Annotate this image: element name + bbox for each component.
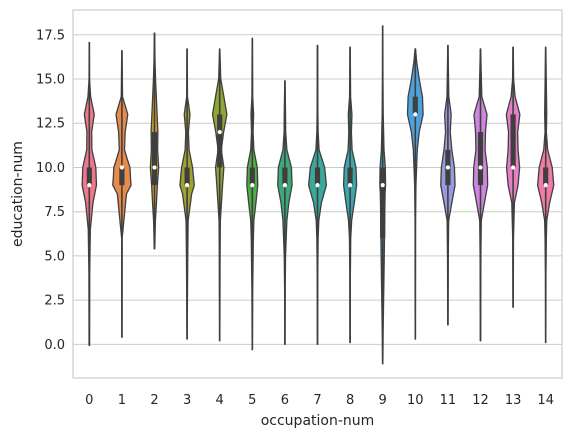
x-tick-label: 6 bbox=[281, 393, 289, 408]
violin-median-point-6 bbox=[282, 183, 287, 188]
x-tick-label: 10 bbox=[407, 393, 424, 408]
violin-iqr-box-5 bbox=[249, 167, 255, 186]
x-tick-label: 0 bbox=[85, 393, 93, 408]
violin-iqr-box-9 bbox=[380, 167, 386, 239]
violin-median-point-7 bbox=[315, 183, 320, 188]
x-tick-label: 4 bbox=[216, 393, 224, 408]
violin-median-point-1 bbox=[119, 165, 124, 170]
y-tick-labels: 0.0 2.5 5.0 7.5 10.0 12.5 15.0 17.5 bbox=[36, 28, 65, 353]
violin-iqr-box-0 bbox=[86, 167, 92, 186]
violin-median-point-10 bbox=[413, 112, 418, 117]
violins-group bbox=[81, 25, 555, 365]
x-tick-label: 5 bbox=[248, 393, 256, 408]
x-tick-label: 11 bbox=[440, 393, 457, 408]
violin-median-point-4 bbox=[217, 129, 222, 135]
y-axis-label: education-num bbox=[10, 141, 26, 247]
violin-median-point-9 bbox=[380, 183, 385, 188]
y-tick-label: 17.5 bbox=[36, 28, 65, 43]
violin-median-point-5 bbox=[250, 183, 255, 188]
violin-iqr-box-6 bbox=[282, 167, 288, 186]
violin-iqr-box-13 bbox=[510, 114, 516, 168]
x-tick-label: 8 bbox=[346, 393, 354, 408]
violin-median-point-0 bbox=[87, 183, 92, 188]
violin-iqr-box-2 bbox=[151, 132, 158, 186]
violin-iqr-box-10 bbox=[412, 96, 418, 115]
violin-iqr-box-14 bbox=[543, 167, 549, 186]
x-tick-label: 9 bbox=[379, 393, 387, 408]
plot-frame bbox=[72, 9, 563, 379]
violin-iqr-box-8 bbox=[347, 167, 353, 186]
x-tick-label: 1 bbox=[118, 393, 126, 408]
violin-median-point-12 bbox=[478, 165, 483, 170]
y-tick-label: 0.0 bbox=[44, 338, 65, 353]
x-tick-label: 13 bbox=[505, 393, 522, 408]
violin-median-point-8 bbox=[348, 183, 353, 188]
y-tick-label: 5.0 bbox=[44, 249, 65, 264]
violin-iqr-box-1 bbox=[119, 167, 125, 186]
x-tick-label: 12 bbox=[472, 393, 489, 408]
violin-iqr-box-3 bbox=[184, 167, 190, 186]
violin-median-point-3 bbox=[185, 183, 190, 188]
y-tick-label: 7.5 bbox=[44, 205, 65, 220]
violin-median-point-2 bbox=[152, 165, 157, 170]
x-tick-label: 3 bbox=[183, 393, 191, 408]
violin-median-point-13 bbox=[510, 165, 516, 170]
x-tick-label: 7 bbox=[313, 393, 321, 408]
x-tick-label: 14 bbox=[537, 393, 554, 408]
y-tick-label: 15.0 bbox=[36, 73, 65, 88]
y-tick-label: 12.5 bbox=[36, 117, 65, 132]
x-tick-label: 2 bbox=[150, 393, 158, 408]
violin-median-point-11 bbox=[445, 165, 450, 170]
violin-iqr-box-4 bbox=[217, 114, 223, 168]
violin-iqr-box-7 bbox=[314, 167, 321, 186]
y-tick-label: 10.0 bbox=[36, 161, 65, 176]
violin-iqr-box-12 bbox=[477, 132, 484, 186]
y-tick-label: 2.5 bbox=[44, 294, 65, 309]
violin-median-point-14 bbox=[543, 183, 548, 188]
x-tick-labels: 0 1 2 3 4 5 6 7 8 9 10 11 12 13 14 bbox=[85, 393, 554, 408]
x-axis-label: occupation-num bbox=[261, 413, 375, 429]
